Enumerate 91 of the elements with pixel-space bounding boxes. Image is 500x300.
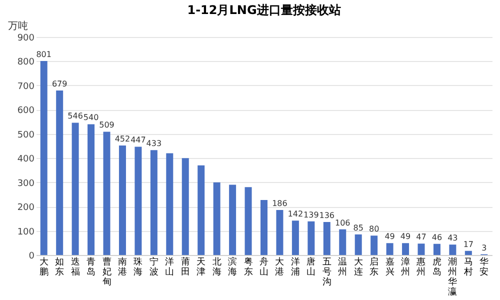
bar: [323, 222, 330, 255]
bar: [339, 229, 346, 255]
x-tick-label: 舟山: [260, 256, 268, 278]
bar: [244, 187, 252, 255]
bar: [229, 184, 236, 255]
data-label: 46: [432, 232, 442, 242]
data-label: 47: [416, 232, 426, 242]
y-tick-label: 200: [17, 203, 35, 214]
x-tick-label: 曹妃甸: [102, 256, 112, 288]
x-tick-label: 温州: [338, 256, 348, 278]
x-tick-label: 如东: [55, 256, 64, 278]
x-tick-label: 嘉兴: [385, 256, 394, 278]
data-label: 679: [52, 80, 68, 89]
x-tick-label: 洋浦: [290, 256, 300, 278]
data-label: 49: [400, 232, 411, 242]
x-tick-label: 宁波: [149, 256, 158, 278]
x-tick-label: 北海: [212, 256, 222, 278]
data-label: 139: [304, 210, 319, 220]
y-axis-title: 万吨: [8, 20, 28, 32]
chart-title: 1-12月LNG进口量按接收站: [187, 3, 341, 17]
y-tick-label: 400: [17, 154, 35, 165]
bar: [260, 200, 268, 255]
x-tick-label: 粤东: [244, 256, 253, 278]
bar: [56, 90, 64, 255]
data-label: 447: [130, 136, 146, 145]
data-label: 85: [353, 223, 364, 232]
bar: [150, 150, 158, 255]
x-tick-label: 五号沟: [322, 258, 332, 288]
bar: [40, 60, 48, 255]
y-tick-label: 900: [17, 34, 35, 44]
bar: [386, 243, 394, 255]
data-label: 801: [36, 50, 52, 59]
bar: [103, 132, 110, 255]
bar: [308, 221, 315, 255]
x-tick-label: 青岛: [86, 256, 96, 278]
x-tick-label: 惠州: [416, 256, 426, 278]
bar: [449, 244, 456, 255]
bar: [88, 124, 95, 255]
x-tick-label: 洋山: [165, 256, 174, 278]
x-tick-label: 虎岛: [432, 256, 442, 278]
data-label: 106: [334, 218, 350, 228]
x-tick-label: 大鹏: [39, 256, 48, 278]
data-label: 17: [463, 240, 474, 249]
bar: [134, 146, 142, 255]
x-tick-label: 天津: [196, 256, 206, 278]
x-tick-label: 莆田: [180, 256, 190, 278]
x-tick-label: 珠海: [134, 256, 143, 278]
data-label: 142: [288, 210, 304, 219]
x-tick-label: 潮州华瀛: [448, 256, 458, 298]
data-label: 452: [114, 134, 130, 144]
data-label: 49: [384, 232, 395, 242]
data-label: 540: [83, 113, 99, 122]
y-tick-label: 800: [17, 58, 35, 68]
bar: [370, 236, 378, 255]
x-tick-label: 大港: [275, 256, 284, 278]
y-tick-label: 100: [17, 227, 35, 238]
bar: [276, 210, 284, 255]
bar: [292, 220, 299, 255]
bar: [418, 244, 425, 255]
x-tick-label: 漳州: [401, 256, 410, 278]
bar: [198, 165, 205, 255]
y-tick-label: 500: [17, 130, 35, 140]
bar: [182, 158, 189, 255]
bar: [354, 234, 362, 255]
data-label: 186: [272, 198, 288, 208]
x-tick-label: 大连: [354, 256, 363, 278]
bar: [72, 122, 79, 255]
bar: [402, 243, 410, 255]
data-label: 80: [368, 224, 380, 234]
bar: [166, 153, 174, 255]
x-tick-label: 迭福: [70, 256, 80, 278]
y-tick-label: 0: [28, 252, 35, 262]
y-tick-label: 300: [17, 178, 35, 189]
bar: [464, 250, 472, 255]
data-label: 136: [319, 211, 335, 220]
x-tick-label: 启东: [370, 256, 379, 278]
data-label: 546: [68, 112, 83, 121]
data-label: 43: [448, 234, 458, 243]
bar: [118, 146, 126, 255]
x-tick-label: 南港: [118, 256, 127, 278]
data-label: 509: [99, 120, 114, 130]
x-tick-label: 马村: [462, 258, 473, 278]
data-label: 433: [146, 139, 162, 148]
x-tick-label: 滨海: [228, 256, 238, 278]
bar: [213, 182, 220, 255]
x-tick-label: 华安: [480, 256, 489, 278]
y-tick-label: 600: [17, 106, 35, 116]
data-label: 3: [482, 243, 487, 252]
bar: [433, 244, 440, 255]
x-tick-label: 唐山: [306, 256, 316, 278]
y-tick-label: 700: [17, 82, 35, 92]
